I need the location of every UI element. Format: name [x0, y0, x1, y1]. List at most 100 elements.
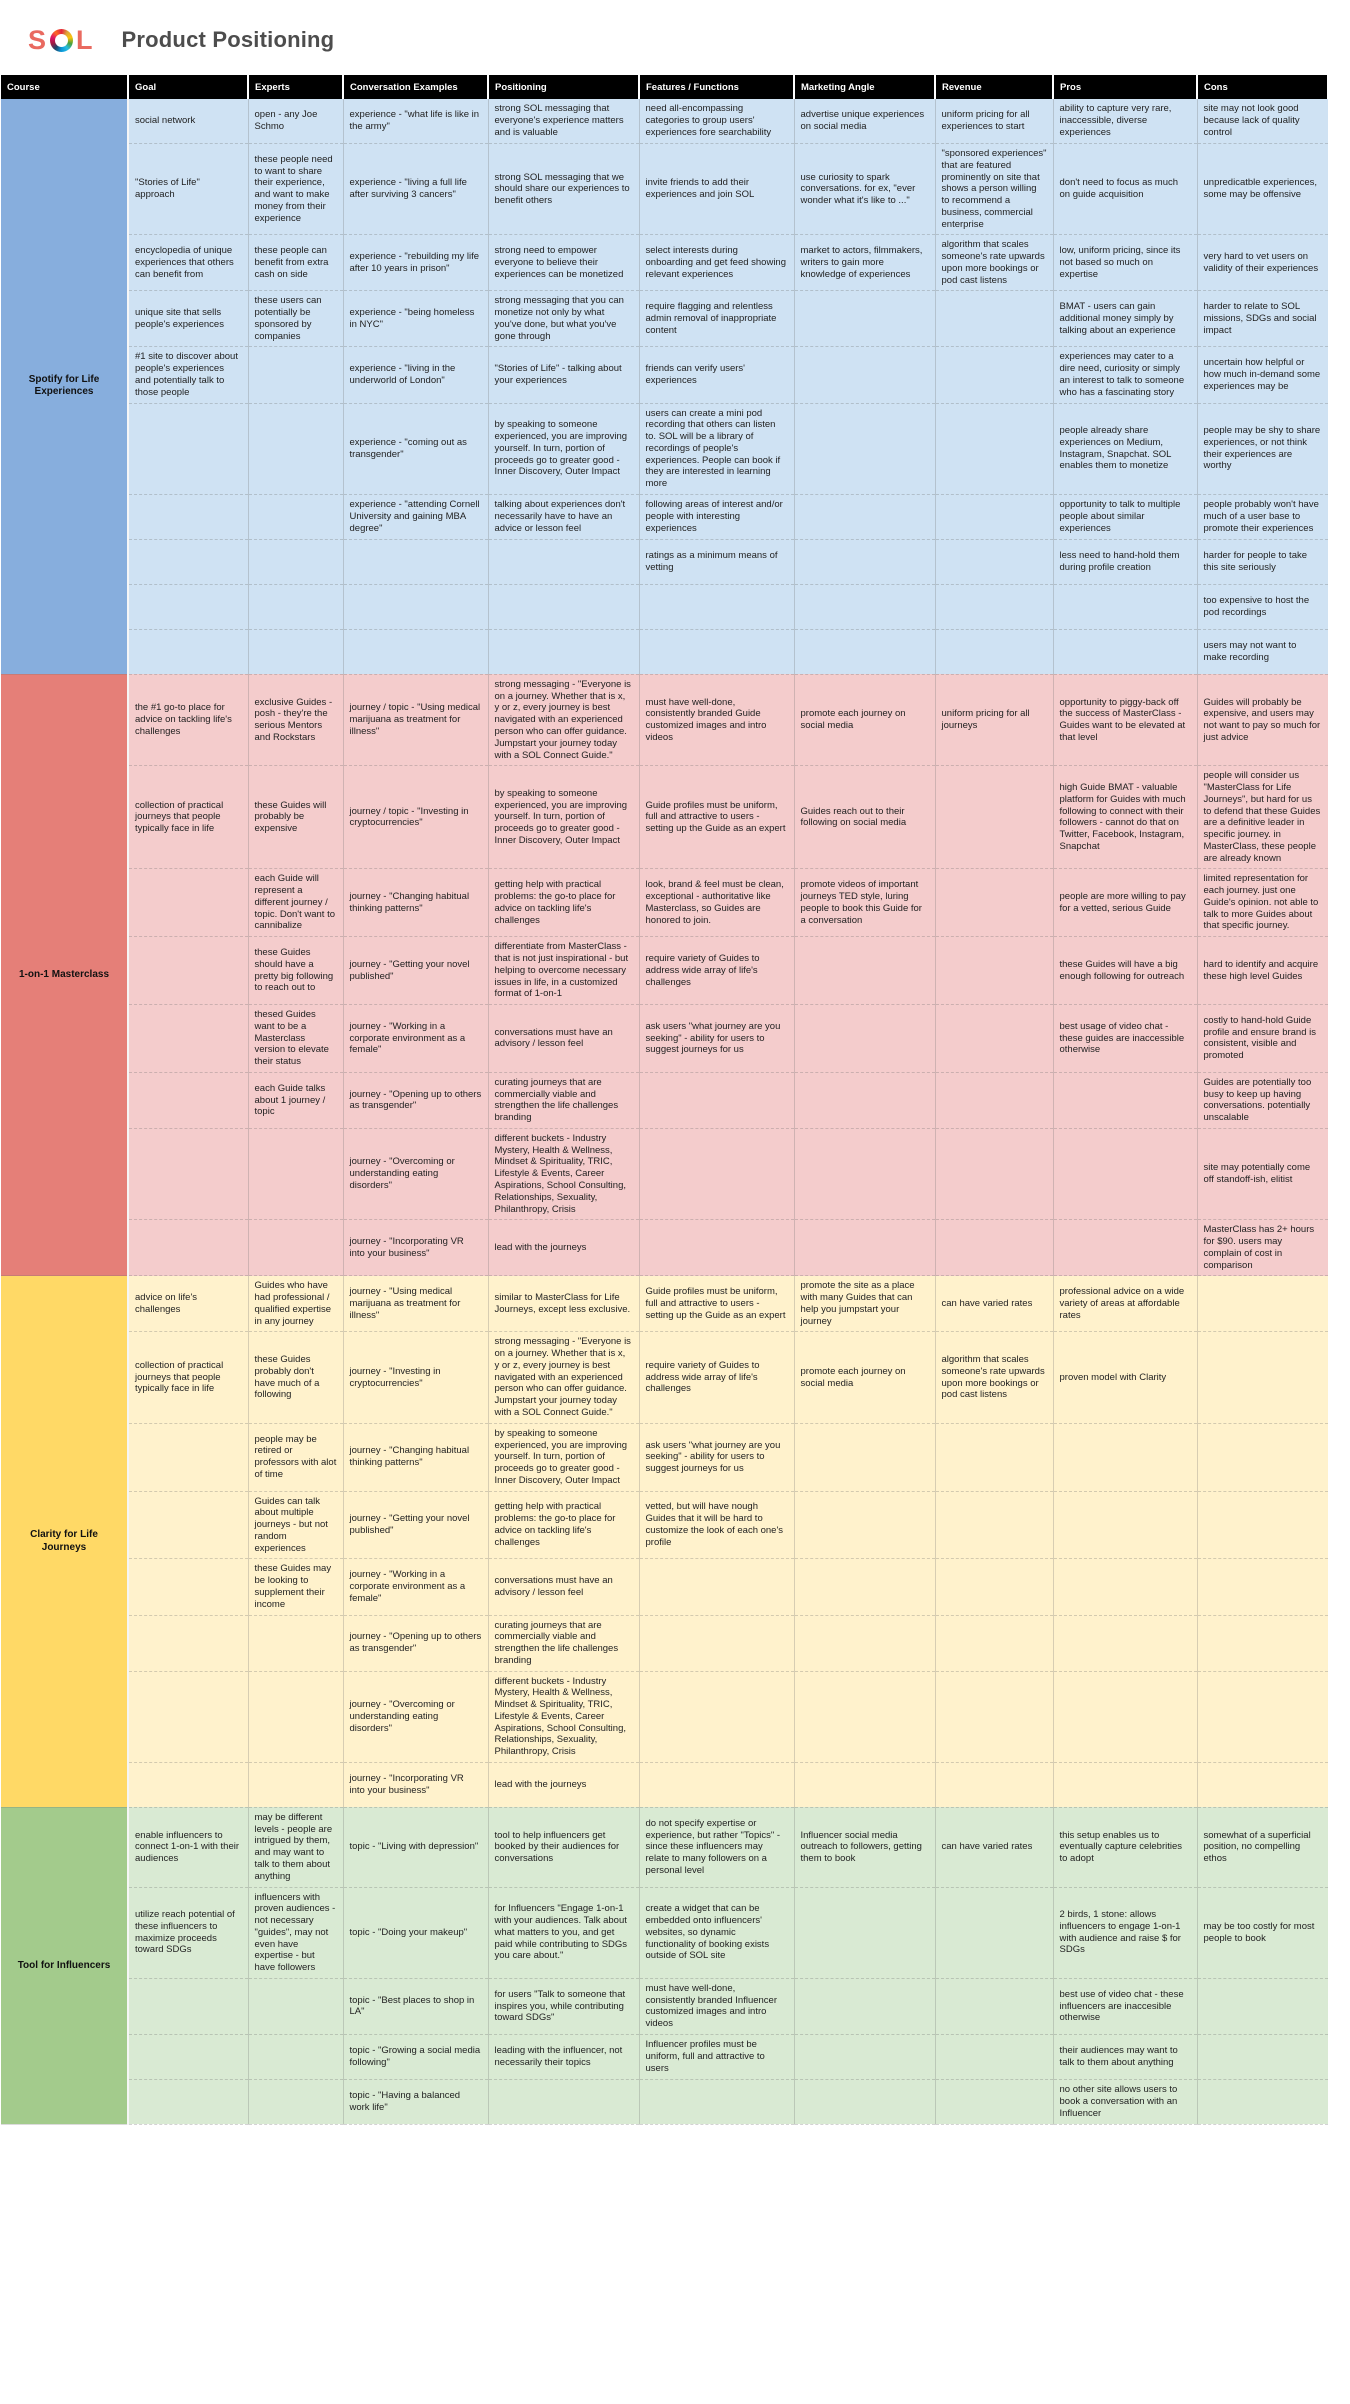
cell[interactable]: journey - "Overcoming or understanding e… — [343, 1671, 489, 1763]
cell[interactable]: journey - "Opening up to others as trans… — [343, 1615, 489, 1672]
cell[interactable] — [1053, 1219, 1198, 1277]
cell[interactable]: ask users "what journey are you seeking"… — [639, 1004, 795, 1073]
cell[interactable]: by speaking to someone experienced, you … — [488, 765, 640, 870]
cell[interactable]: experience - "living a full life after s… — [343, 143, 489, 236]
cell[interactable]: journey - "Incorporating VR into your bu… — [343, 1219, 489, 1277]
cell[interactable]: topic - "Doing your makeup" — [343, 1887, 489, 1979]
cell[interactable] — [128, 1423, 249, 1492]
cell[interactable] — [794, 584, 936, 630]
cell[interactable]: open - any Joe Schmo — [248, 99, 344, 144]
cell[interactable] — [935, 1671, 1054, 1763]
cell[interactable]: ratings as a minimum means of vetting — [639, 539, 795, 585]
cell[interactable]: strong messaging that you can monetize n… — [488, 290, 640, 348]
cell[interactable] — [935, 584, 1054, 630]
cell[interactable]: algorithm that scales someone's rate upw… — [935, 234, 1054, 292]
cell[interactable]: too expensive to host the pod recordings — [1197, 584, 1328, 630]
cell[interactable] — [128, 403, 249, 495]
cell[interactable]: Guides are potentially too busy to keep … — [1197, 1072, 1328, 1129]
column-header-experts[interactable]: Experts — [248, 75, 344, 99]
cell[interactable]: this setup enables us to eventually capt… — [1053, 1807, 1198, 1888]
cell[interactable]: look, brand & feel must be clean, except… — [639, 868, 795, 938]
column-header-cons[interactable]: Cons — [1197, 75, 1329, 99]
cell[interactable]: leading with the influencer, not necessa… — [488, 2034, 640, 2080]
column-header-features-functions[interactable]: Features / Functions — [639, 75, 795, 99]
cell[interactable]: algorithm that scales someone's rate upw… — [935, 1331, 1054, 1424]
cell[interactable] — [794, 1762, 936, 1808]
cell[interactable] — [794, 1491, 936, 1560]
cell[interactable] — [128, 1671, 249, 1763]
cell[interactable]: similar to MasterClass for Life Journeys… — [488, 1275, 640, 1333]
cell[interactable]: best usage of video chat - these guides … — [1053, 1004, 1198, 1073]
cell[interactable]: very hard to vet users on validity of th… — [1197, 234, 1328, 292]
cell[interactable] — [935, 1887, 1054, 1979]
cell[interactable]: conversations must have an advisory / le… — [488, 1558, 640, 1616]
cell[interactable] — [248, 1978, 344, 2035]
cell[interactable]: promote the site as a place with many Gu… — [794, 1275, 936, 1333]
cell[interactable]: Guide profiles must be uniform, full and… — [639, 765, 795, 870]
cell[interactable]: journey - "Changing habitual thinking pa… — [343, 868, 489, 938]
cell[interactable]: these Guides will probably be expensive — [248, 765, 344, 870]
cell[interactable] — [794, 1072, 936, 1129]
cell[interactable] — [248, 539, 344, 585]
cell[interactable]: don't need to focus as much on guide acq… — [1053, 143, 1198, 236]
cell[interactable]: for Influencers "Engage 1-on-1 with your… — [488, 1887, 640, 1979]
cell[interactable]: strong SOL messaging that we should shar… — [488, 143, 640, 236]
cell[interactable]: tool to help influencers get booked by t… — [488, 1807, 640, 1888]
cell[interactable]: can have varied rates — [935, 1807, 1054, 1888]
cell[interactable]: users may not want to make recording — [1197, 629, 1328, 675]
cell[interactable]: curating journeys that are commercially … — [488, 1072, 640, 1129]
cell[interactable] — [639, 1072, 795, 1129]
cell[interactable]: journey - "Working in a corporate enviro… — [343, 1558, 489, 1616]
cell[interactable]: social network — [128, 99, 249, 144]
cell[interactable]: MasterClass has 2+ hours for $90. users … — [1197, 1219, 1328, 1277]
cell[interactable]: may be too costly for most people to boo… — [1197, 1887, 1328, 1979]
cell[interactable] — [1197, 1491, 1328, 1560]
cell[interactable] — [248, 629, 344, 675]
cell[interactable]: harder to relate to SOL missions, SDGs a… — [1197, 290, 1328, 348]
cell[interactable] — [248, 2034, 344, 2080]
cell[interactable]: unique site that sells people's experien… — [128, 290, 249, 348]
cell[interactable] — [128, 494, 249, 540]
cell[interactable]: experience - "being homeless in NYC" — [343, 290, 489, 348]
cell[interactable]: "sponsored experiences" that are feature… — [935, 143, 1054, 236]
cell[interactable] — [488, 539, 640, 585]
course-cell-1-on-1-masterclass[interactable]: 1-on-1 Masterclass — [1, 674, 129, 1277]
cell[interactable] — [128, 936, 249, 1006]
cell[interactable] — [935, 346, 1054, 404]
cell[interactable] — [935, 868, 1054, 938]
cell[interactable]: Influencer profiles must be uniform, ful… — [639, 2034, 795, 2080]
cell[interactable] — [639, 1615, 795, 1672]
cell[interactable] — [488, 2079, 640, 2125]
cell[interactable] — [1053, 1128, 1198, 1221]
cell[interactable] — [639, 1558, 795, 1616]
cell[interactable]: by speaking to someone experienced, you … — [488, 1423, 640, 1492]
cell[interactable] — [248, 403, 344, 495]
cell[interactable]: friends can verify users' experiences — [639, 346, 795, 404]
cell[interactable] — [1197, 1671, 1328, 1763]
cell[interactable]: each Guide will represent a different jo… — [248, 868, 344, 938]
cell[interactable]: vetted, but will have nough Guides that … — [639, 1491, 795, 1560]
cell[interactable]: curating journeys that are commercially … — [488, 1615, 640, 1672]
cell[interactable] — [935, 1491, 1054, 1560]
cell[interactable] — [1197, 1423, 1328, 1492]
cell[interactable] — [794, 539, 936, 585]
cell[interactable]: topic - "Living with depression" — [343, 1807, 489, 1888]
cell[interactable]: journey - "Incorporating VR into your bu… — [343, 1762, 489, 1808]
cell[interactable] — [128, 1978, 249, 2035]
cell[interactable]: "Stories of Life" approach — [128, 143, 249, 236]
cell[interactable] — [935, 2034, 1054, 2080]
cell[interactable] — [935, 1072, 1054, 1129]
cell[interactable]: journey / topic - "Investing in cryptocu… — [343, 765, 489, 870]
cell[interactable]: these Guides may be looking to supplemen… — [248, 1558, 344, 1616]
cell[interactable]: enable influencers to connect 1-on-1 wit… — [128, 1807, 249, 1888]
cell[interactable]: site may not look good because lack of q… — [1197, 99, 1328, 144]
cell[interactable]: journey - "Overcoming or understanding e… — [343, 1128, 489, 1221]
cell[interactable]: professional advice on a wide variety of… — [1053, 1275, 1198, 1333]
cell[interactable]: getting help with practical problems: th… — [488, 1491, 640, 1560]
cell[interactable]: select interests during onboarding and g… — [639, 234, 795, 292]
cell[interactable] — [794, 346, 936, 404]
cell[interactable]: people will consider us "MasterClass for… — [1197, 765, 1328, 870]
cell[interactable] — [1053, 1671, 1198, 1763]
cell[interactable]: BMAT - users can gain additional money s… — [1053, 290, 1198, 348]
cell[interactable] — [248, 2079, 344, 2125]
